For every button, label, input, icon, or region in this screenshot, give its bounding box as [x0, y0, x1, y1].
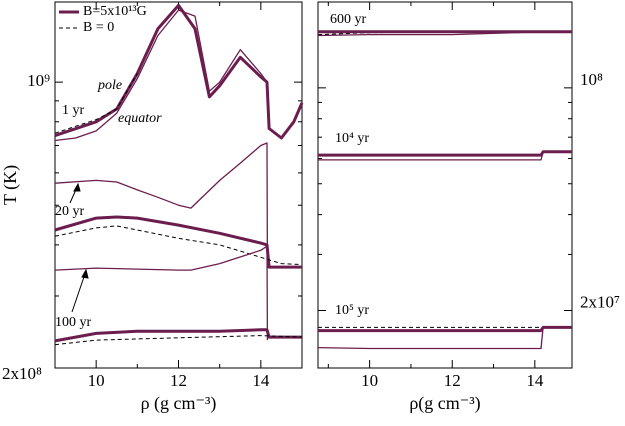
x-tick-label: 10	[88, 371, 105, 390]
legend-label: B=5x10¹³G	[83, 4, 147, 19]
arrow	[71, 270, 87, 313]
annotation: 100 yr	[55, 315, 92, 330]
annotation: equator	[118, 111, 162, 126]
curve	[54, 225, 303, 266]
curve	[54, 245, 269, 341]
x-tick-label: 14	[526, 371, 544, 390]
y-tick-label: 10⁸	[580, 70, 603, 89]
y-axis-label: T (K)	[0, 165, 21, 205]
curve	[318, 150, 572, 157]
right-frame	[317, 1, 573, 369]
y-tick-label: 2x10⁷	[580, 292, 620, 311]
annotation: pole	[97, 78, 122, 93]
x-axis-label: ρ (g cm⁻³)	[141, 393, 217, 414]
arrow-head	[81, 268, 89, 279]
annotation: 10⁴ yr	[335, 131, 369, 146]
curve	[54, 9, 268, 142]
curve	[54, 215, 302, 269]
y-tick-label: 2x10⁸	[2, 364, 42, 383]
x-tick-label: 14	[252, 371, 270, 390]
legend-label: B = 0	[83, 20, 114, 35]
curve	[317, 326, 572, 350]
curve	[54, 335, 303, 346]
annotation: 1 yr	[62, 103, 85, 118]
curve	[54, 142, 269, 269]
y-tick-label: 10⁹	[27, 71, 50, 90]
curve	[54, 328, 302, 343]
arrow-head	[73, 182, 81, 192]
left-frame	[54, 1, 303, 369]
x-axis-label: ρ(g cm⁻³)	[409, 393, 480, 414]
curve	[54, 73, 138, 134]
x-tick-label: 12	[170, 371, 187, 390]
annotation: 600 yr	[330, 12, 367, 27]
annotation: 20 yr	[55, 204, 85, 219]
arrows	[69, 182, 89, 313]
x-tick-label: 10	[361, 371, 378, 390]
annotation: 10⁵ yr	[335, 303, 369, 318]
x-tick-label: 12	[444, 371, 461, 390]
